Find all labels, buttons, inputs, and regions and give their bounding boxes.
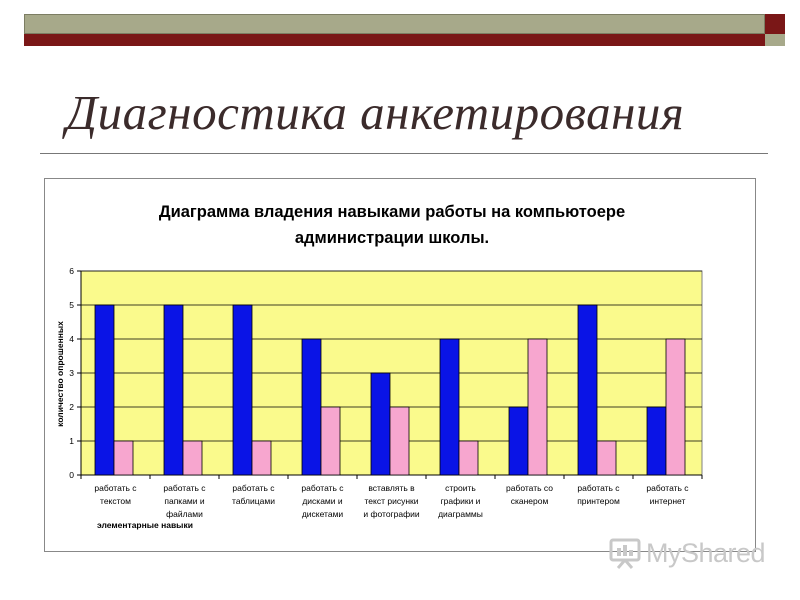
y-tick-label: 1 <box>69 436 74 446</box>
x-tick-label: папками и <box>164 496 205 506</box>
header-corner-maroon <box>765 14 785 34</box>
bar-chart: Диаграмма владения навыками работы на ко… <box>55 203 703 530</box>
bar-series-2 <box>320 406 341 476</box>
x-tick-label: вставлять в <box>368 483 415 493</box>
bar-series-2 <box>665 338 686 476</box>
y-tick-label: 3 <box>69 368 74 378</box>
x-tick-label: графики и <box>441 496 481 506</box>
x-tick-label: сканером <box>511 496 549 506</box>
bar-series-1 <box>232 304 253 476</box>
y-tick-label: 6 <box>69 266 74 276</box>
y-tick-label: 2 <box>69 402 74 412</box>
myshared-logo: MyShared <box>608 535 766 571</box>
watermark-text: MyShared <box>646 537 766 568</box>
x-tick-label: дискетами <box>302 509 344 519</box>
header-bar-olive-border <box>24 14 765 34</box>
bar-series-2 <box>527 338 548 476</box>
x-tick-label: работать со <box>506 483 553 493</box>
x-tick-label: работать с <box>646 483 689 493</box>
y-tick-label: 0 <box>69 470 74 480</box>
bar-series-2 <box>596 440 617 476</box>
x-tick-label: работать с <box>577 483 620 493</box>
x-tick-label: текстом <box>100 496 131 506</box>
bar-series-2 <box>389 406 410 476</box>
x-tick-label: работать с <box>163 483 206 493</box>
bar-series-1 <box>577 304 598 476</box>
x-tick-label: файлами <box>166 509 203 519</box>
bar-series-1 <box>370 372 391 476</box>
bar-series-2 <box>251 440 272 476</box>
x-tick-label: интернет <box>650 496 686 506</box>
chart-ylabel: количество опрошенных <box>55 321 65 427</box>
bar-series-1 <box>646 406 667 476</box>
bar-series-2 <box>182 440 203 476</box>
chart-xlabel: элементарные навыки <box>97 520 193 530</box>
slide-title: Диагностика анкетирования <box>66 85 685 140</box>
x-tick-label: строить <box>445 483 476 493</box>
bar-series-1 <box>163 304 184 476</box>
bar-series-2 <box>113 440 134 476</box>
bar-series-1 <box>439 338 460 476</box>
x-tick-label: и фотографии <box>363 509 419 519</box>
y-tick-label: 5 <box>69 300 74 310</box>
x-tick-label: дисками и <box>302 496 343 506</box>
bar-series-1 <box>508 406 529 476</box>
x-tick-label: диаграммы <box>438 509 483 519</box>
x-tick-label: текст рисунки <box>365 496 419 506</box>
x-tick-label: работать с <box>232 483 275 493</box>
x-tick-label: таблицами <box>232 496 275 506</box>
y-tick-label: 4 <box>69 334 74 344</box>
bar-series-1 <box>301 338 322 476</box>
chart-title-line1: Диаграмма владения навыками работы на ко… <box>159 203 625 221</box>
title-divider <box>40 153 768 154</box>
header-bar-olive <box>24 14 765 34</box>
header-bar-maroon <box>24 34 765 46</box>
bar-series-2 <box>458 440 479 476</box>
chart-title-line2: администрации школы. <box>295 229 489 247</box>
header-corner-olive <box>765 34 785 46</box>
x-tick-label: принтером <box>577 496 620 506</box>
bar-series-1 <box>94 304 115 476</box>
x-tick-label: работать с <box>94 483 137 493</box>
presentation-board-icon <box>609 538 641 569</box>
x-tick-label: работать с <box>301 483 344 493</box>
chart-frame: Диаграмма владения навыками работы на ко… <box>44 178 756 552</box>
